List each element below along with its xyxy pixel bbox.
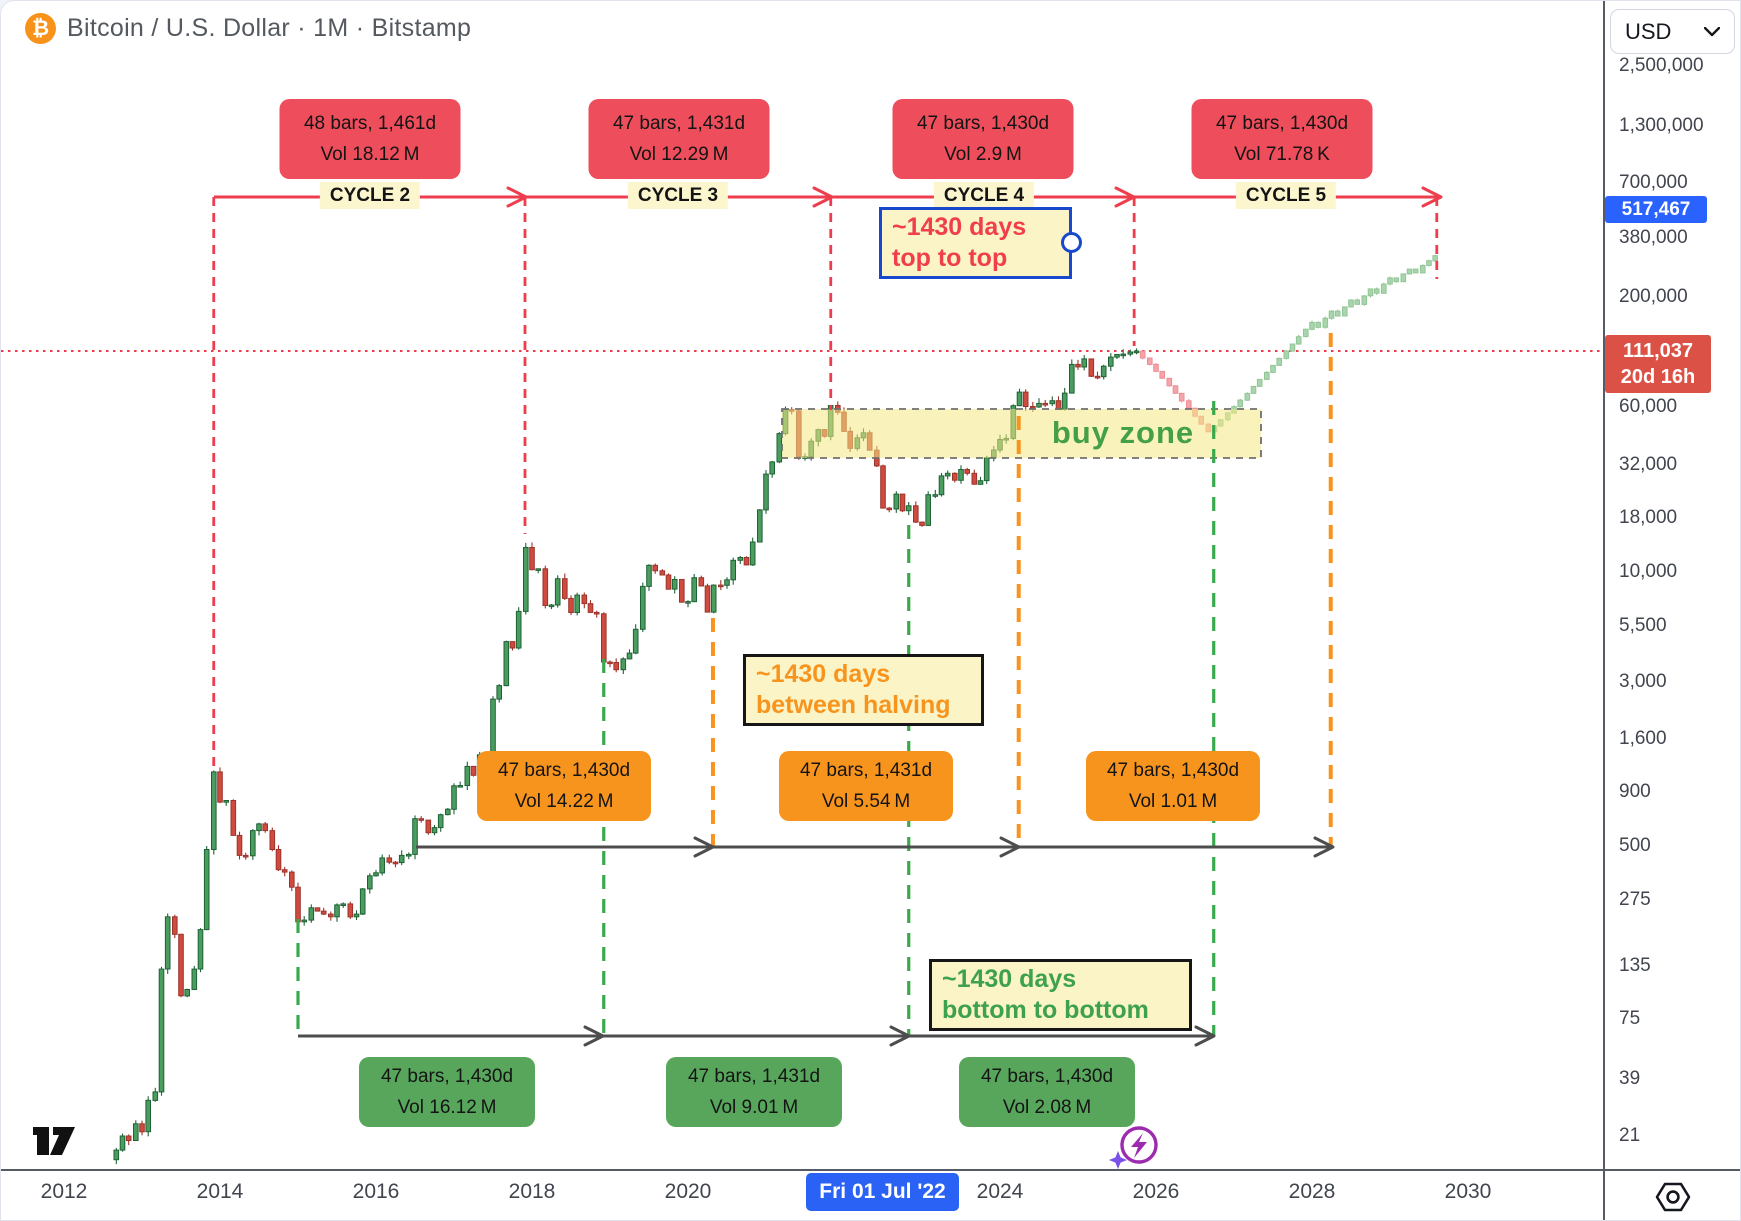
last-price-value: 111,037	[1622, 340, 1694, 362]
price-axis-label: 900	[1619, 780, 1651, 802]
time-axis-label: 2026	[1132, 1180, 1180, 1203]
stat-line: Vol 1.01 M	[1128, 790, 1218, 812]
stat-line: Vol 9.01 M	[709, 1096, 799, 1118]
note-line: between halving	[756, 691, 951, 719]
note-between-halving[interactable]: ~1430 days between halving	[743, 654, 984, 726]
note-line: ~1430 days	[892, 213, 1027, 241]
cycle-top-stat-label[interactable]: 47 bars, 1,431d Vol 12.29 M	[588, 99, 770, 179]
bottom-stat-label[interactable]: 47 bars, 1,430d Vol 16.12 M	[359, 1057, 535, 1127]
price-axis-label: 3,000	[1619, 670, 1667, 692]
stat-line: Vol 5.54 M	[821, 790, 911, 812]
price-axis-separator	[1603, 1, 1605, 1220]
time-axis-label: 2016	[352, 1180, 400, 1203]
price-axis-label: 39	[1619, 1068, 1641, 1090]
buy-zone-label[interactable]: buy zone	[1051, 415, 1195, 450]
stat-line: 47 bars, 1,430d	[980, 1065, 1114, 1087]
stat-line: 47 bars, 1,430d	[497, 759, 631, 781]
bar-countdown: 20d 16h	[1620, 366, 1696, 388]
price-axis-label: 380,000	[1619, 227, 1688, 249]
note-bottom-to-bottom[interactable]: ~1430 days bottom to bottom	[929, 959, 1192, 1031]
stat-line: Vol 12.29 M	[629, 143, 729, 165]
cycle-top-stat-label[interactable]: 47 bars, 1,430d Vol 2.9 M	[892, 99, 1074, 179]
note-line: ~1430 days	[942, 965, 1077, 993]
stat-line: 47 bars, 1,430d	[1106, 759, 1240, 781]
object-tree-eye-icon[interactable]	[1651, 1179, 1695, 1215]
stat-line: 47 bars, 1,430d	[916, 112, 1050, 134]
bottom-stat-label[interactable]: 47 bars, 1,430d Vol 2.08 M	[959, 1057, 1135, 1127]
stat-line: 48 bars, 1,461d	[303, 112, 437, 134]
cycle-top-stat-label[interactable]: 48 bars, 1,461d Vol 18.12 M	[279, 99, 461, 179]
stat-line: Vol 2.9 M	[944, 143, 1022, 165]
halving-stat-label[interactable]: 47 bars, 1,431d Vol 5.54 M	[779, 751, 953, 821]
stat-line: Vol 71.78 K	[1234, 143, 1330, 165]
time-axis-separator	[1, 1169, 1740, 1171]
currency-selector[interactable]: USD	[1610, 9, 1735, 54]
price-axis-label: 700,000	[1619, 171, 1688, 193]
bottom-stat-label[interactable]: 47 bars, 1,431d Vol 9.01 M	[666, 1057, 842, 1127]
price-axis-label: 2,500,000	[1619, 55, 1704, 76]
note-top-to-top[interactable]: ~1430 days top to top	[879, 207, 1072, 279]
price-axis-label: 75	[1619, 1008, 1641, 1030]
stat-line: Vol 14.22 M	[514, 790, 614, 812]
price-axis-label: 200,000	[1619, 286, 1688, 308]
price-axis-label: 135	[1619, 954, 1651, 976]
price-axis-label: 21	[1619, 1124, 1641, 1146]
stat-line: 47 bars, 1,430d	[380, 1065, 514, 1087]
stat-line: Vol 16.12 M	[397, 1096, 497, 1118]
time-axis-label: 2028	[1288, 1180, 1336, 1203]
time-axis-label: 2024	[976, 1180, 1024, 1203]
time-axis-label: 2018	[508, 1180, 556, 1203]
chevron-down-icon	[1704, 26, 1720, 36]
selected-date-badge: Fri 01 Jul '22	[806, 1173, 959, 1211]
time-axis-label: 2014	[196, 1180, 244, 1203]
cycle-name[interactable]: CYCLE 3	[627, 182, 729, 209]
lightning-icon[interactable]	[1105, 1119, 1165, 1175]
price-axis-label: 60,000	[1619, 396, 1678, 418]
drawing-price-badge: 517,467	[1605, 196, 1707, 223]
tradingview-logo[interactable]	[29, 1119, 81, 1161]
cycle-name[interactable]: CYCLE 5	[1235, 182, 1337, 209]
price-axis-label: 275	[1619, 889, 1651, 911]
halving-stat-label[interactable]: 47 bars, 1,430d Vol 14.22 M	[477, 751, 651, 821]
note-line: top to top	[892, 244, 1008, 272]
cycle-name[interactable]: CYCLE 2	[319, 182, 421, 209]
stat-line: 47 bars, 1,431d	[612, 112, 746, 134]
note-line: bottom to bottom	[942, 996, 1149, 1024]
candlestick-chart-canvas[interactable]	[1, 1, 1603, 1170]
currency-value: USD	[1625, 18, 1672, 44]
time-axis-label: 2030	[1444, 1180, 1492, 1203]
price-axis-label: 5,500	[1619, 615, 1667, 637]
cycle-name[interactable]: CYCLE 4	[933, 182, 1035, 209]
symbol-title: Bitcoin / U.S. Dollar · 1M · Bitstamp	[67, 14, 472, 42]
stat-line: Vol 2.08 M	[1002, 1096, 1092, 1118]
price-axis-label: 1,600	[1619, 728, 1667, 750]
bitcoin-logo-icon: ₿	[25, 13, 56, 44]
note-line: ~1430 days	[756, 660, 891, 688]
halving-stat-label[interactable]: 47 bars, 1,430d Vol 1.01 M	[1086, 751, 1260, 821]
price-axis-label: 500	[1619, 834, 1651, 856]
time-axis-label: 2020	[664, 1180, 712, 1203]
stat-line: 47 bars, 1,431d	[687, 1065, 821, 1087]
price-axis-label: 10,000	[1619, 560, 1678, 582]
drawing-selection-handle[interactable]	[1061, 232, 1082, 253]
last-price-badge: 111,037 20d 16h	[1605, 335, 1711, 393]
price-axis-label: 32,000	[1619, 454, 1678, 475]
stat-line: Vol 18.12 M	[320, 143, 420, 165]
price-axis-label: 18,000	[1619, 506, 1678, 528]
stat-line: 47 bars, 1,430d	[1215, 112, 1349, 134]
price-axis-label: 1,300,000	[1619, 114, 1704, 136]
cycle-top-stat-label[interactable]: 47 bars, 1,430d Vol 71.78 K	[1191, 99, 1373, 179]
time-axis-label: 2012	[40, 1180, 88, 1203]
stat-line: 47 bars, 1,431d	[799, 759, 933, 781]
symbol-header: ₿ Bitcoin / U.S. Dollar · 1M · Bitstamp	[25, 13, 471, 44]
